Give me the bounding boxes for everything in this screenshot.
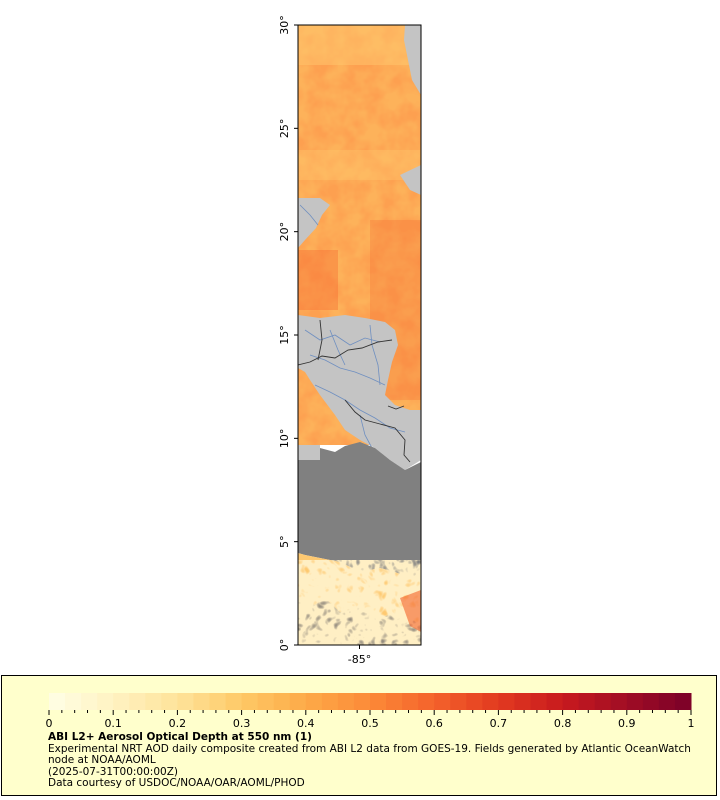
colorbar-cell: [530, 693, 548, 710]
colorbar-cell: [562, 693, 580, 710]
colorbar-cell: [49, 693, 66, 710]
lat-tick-label: 10°: [278, 429, 291, 449]
colorbar-tick-label: 0.5: [361, 717, 379, 730]
colorbar-cell: [434, 693, 451, 710]
colorbar-cell: [161, 693, 178, 710]
colorbar-cell: [289, 693, 307, 710]
colorbar-tick-label: 0.9: [618, 717, 636, 730]
colorbar-cell: [674, 693, 692, 710]
lat-tick-label: 25°: [278, 119, 291, 139]
land-central-america: [298, 315, 421, 470]
longitude-axis: -85°: [348, 645, 371, 666]
colorbar-cell: [353, 693, 371, 710]
legend-credit: Data courtesy of USDOC/NOAA/OAR/AOML/PHO…: [48, 777, 305, 789]
colorbar-cell: [321, 693, 339, 710]
colorbar-cell: [305, 693, 323, 710]
country-borders: [298, 319, 411, 463]
lat-tick-label: 5°: [278, 535, 291, 548]
map-panel: 0° 5° 10° 15° 20° 25° 30° -85°: [278, 15, 422, 666]
lat-tick-label: 30°: [278, 15, 291, 35]
colorbar-tick-label: 0: [46, 717, 53, 730]
colorbar-cell: [386, 693, 403, 710]
latitude-axis: 0° 5° 10° 15° 20° 25° 30°: [278, 15, 298, 651]
colorbar-cell: [225, 693, 243, 710]
colorbar-cell: [514, 693, 531, 710]
colorbar-cell: [81, 693, 98, 710]
legend-title: ABI L2+ Aerosol Optical Depth at 550 nm …: [48, 731, 312, 743]
colorbar-ticks: 0 0.1 0.2 0.3 0.4 0.5 0.6 0.7 0.8 0.9 1: [46, 710, 695, 730]
colorbar-tick-label: 0.4: [297, 717, 315, 730]
colorbar-cell: [145, 693, 162, 710]
aod-map: 0° 5° 10° 15° 20° 25° 30° -85°: [278, 15, 422, 666]
colorbar-cell: [546, 693, 564, 710]
no-data-region: [298, 442, 421, 578]
colorbar-cell: [402, 693, 419, 710]
colorbar-cell: [594, 693, 612, 710]
colorbar-tick-label: 0.8: [554, 717, 572, 730]
colorbar-cell: [626, 693, 644, 710]
colorbar-cell: [578, 693, 596, 710]
colorbar-cell: [642, 693, 660, 710]
legend-date: (2025-07-31T00:00:00Z): [48, 765, 178, 778]
land-florida-gulf: [404, 25, 421, 95]
colorbar-cell: [273, 693, 291, 710]
colorbar-cell: [498, 693, 515, 710]
legend-description: Experimental NRT AOD daily composite cre…: [48, 742, 691, 766]
colorbar-cell: [209, 693, 227, 710]
colorbar-tick-label: 0.6: [425, 717, 443, 730]
colorbar-cell: [113, 693, 130, 710]
colorbar-tick-label: 1: [688, 717, 695, 730]
lon-tick-label: -85°: [348, 653, 371, 666]
colorbar-cell: [97, 693, 114, 710]
lat-tick-label: 15°: [278, 325, 291, 345]
lat-tick-label: 20°: [278, 222, 291, 242]
legend-panel: 0 0.1 0.2 0.3 0.4 0.5 0.6 0.7 0.8 0.9 1 ABI L2+ Ae…: [1, 675, 717, 796]
colorbar-cell: [65, 693, 82, 710]
land-cuba: [400, 165, 421, 195]
colorbar-tick-label: 0.2: [169, 717, 187, 730]
colorbar-cell: [482, 693, 499, 710]
colorbar-tick-label: 0.1: [104, 717, 122, 730]
colorbar-tick-label: 0.3: [233, 717, 251, 730]
colorbar-cell: [370, 693, 387, 710]
colorbar-cell: [193, 693, 210, 710]
rivers: [299, 204, 406, 449]
colorbar-cell: [466, 693, 483, 710]
colorbar-cell: [610, 693, 628, 710]
colorbar-cell: [129, 693, 146, 710]
colorbar: 0 0.1 0.2 0.3 0.4 0.5 0.6 0.7 0.8 0.9 1: [46, 693, 695, 730]
colorbar-cell: [241, 693, 259, 710]
colorbar-tick-label: 0.7: [490, 717, 508, 730]
colorbar-cells: [49, 693, 692, 710]
colorbar-cell: [658, 693, 676, 710]
colorbar-cell: [177, 693, 194, 710]
colorbar-cell: [450, 693, 467, 710]
colorbar-cell: [418, 693, 435, 710]
colorbar-cell: [337, 693, 355, 710]
colorbar-cell: [257, 693, 275, 710]
legend-text: ABI L2+ Aerosol Optical Depth at 550 nm …: [48, 731, 708, 790]
lat-tick-label: 0°: [278, 639, 291, 652]
